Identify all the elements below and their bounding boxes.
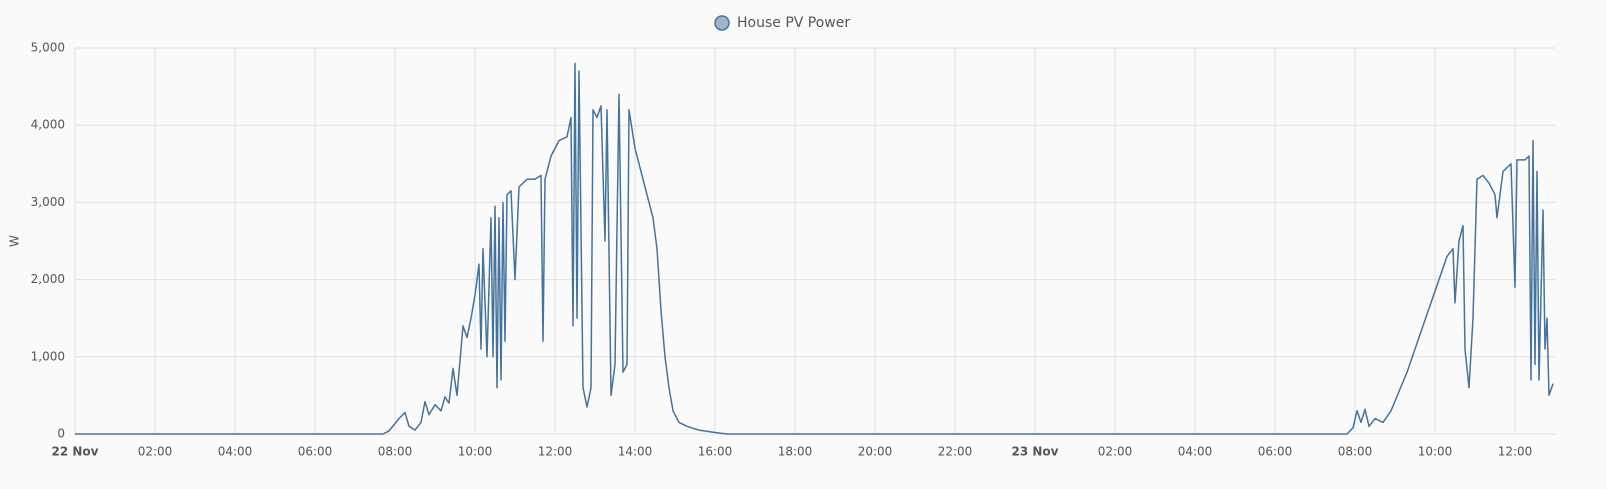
x-tick-label: 08:00 [378, 445, 413, 459]
x-tick-label: 10:00 [458, 445, 493, 459]
legend-marker[interactable] [714, 15, 730, 31]
x-tick-label: 06:00 [1258, 445, 1293, 459]
x-tick-label: 14:00 [618, 445, 653, 459]
y-tick-label: 5,000 [31, 41, 65, 55]
x-tick-label: 06:00 [298, 445, 333, 459]
x-tick-label: 20:00 [858, 445, 893, 459]
x-tick-label: 12:00 [538, 445, 573, 459]
y-tick-label: 2,000 [31, 272, 65, 286]
y-tick-label: 4,000 [31, 118, 65, 132]
x-tick-label: 02:00 [1098, 445, 1133, 459]
x-tick-label: 23 Nov [1012, 445, 1059, 459]
x-tick-label: 08:00 [1338, 445, 1373, 459]
y-axis-label: W [8, 235, 22, 247]
legend-label[interactable]: House PV Power [737, 15, 850, 31]
x-tick-label: 04:00 [218, 445, 253, 459]
x-tick-label: 02:00 [138, 445, 173, 459]
x-tick-label: 16:00 [698, 445, 733, 459]
series-line [75, 62, 1554, 435]
y-tick-label: 1,000 [31, 349, 65, 363]
x-tick-label: 22 Nov [52, 445, 99, 459]
x-tick-label: 22:00 [938, 445, 973, 459]
x-tick-label: 10:00 [1418, 445, 1453, 459]
x-tick-label: 04:00 [1178, 445, 1213, 459]
x-tick-label: 12:00 [1498, 445, 1533, 459]
y-tick-label: 3,000 [31, 195, 65, 209]
x-tick-label: 18:00 [778, 445, 813, 459]
y-tick-label: 0 [57, 427, 65, 441]
